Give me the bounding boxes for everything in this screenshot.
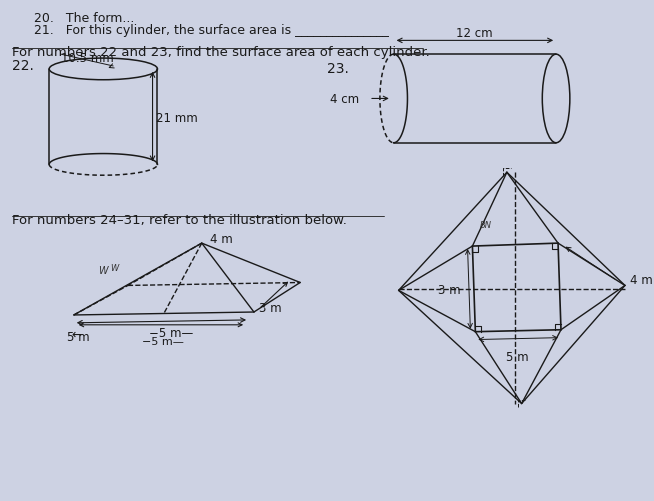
Text: 12 cm: 12 cm (456, 27, 492, 40)
Text: 21 mm: 21 mm (156, 112, 198, 125)
Text: 5 m: 5 m (506, 351, 529, 364)
Text: 22.: 22. (12, 59, 34, 73)
Text: For numbers 24–31, refer to the illustration below.: For numbers 24–31, refer to the illustra… (12, 213, 347, 226)
Text: W: W (111, 264, 118, 273)
Text: −5 m—: −5 m— (148, 327, 193, 340)
Text: 4 cm: 4 cm (330, 93, 359, 106)
Text: 4 m: 4 m (630, 274, 653, 287)
Text: −5 m—: −5 m— (143, 337, 184, 347)
Text: 21.   For this cylinder, the surface area is _______________: 21. For this cylinder, the surface area … (35, 24, 389, 37)
Text: ←: ← (72, 329, 82, 342)
Text: BN: BN (479, 221, 491, 230)
Text: 4 m: 4 m (210, 233, 232, 246)
Text: 23.: 23. (327, 62, 349, 76)
Text: 3 m: 3 m (438, 285, 460, 298)
Text: W: W (98, 266, 108, 276)
Text: 10.5 mm: 10.5 mm (61, 52, 114, 65)
Text: 3 m: 3 m (259, 302, 281, 315)
Text: 5 m: 5 m (67, 331, 90, 344)
Text: 20.   The form...: 20. The form... (35, 12, 135, 25)
Text: For numbers 22 and 23, find the surface area of each cylinder.: For numbers 22 and 23, find the surface … (12, 46, 430, 59)
